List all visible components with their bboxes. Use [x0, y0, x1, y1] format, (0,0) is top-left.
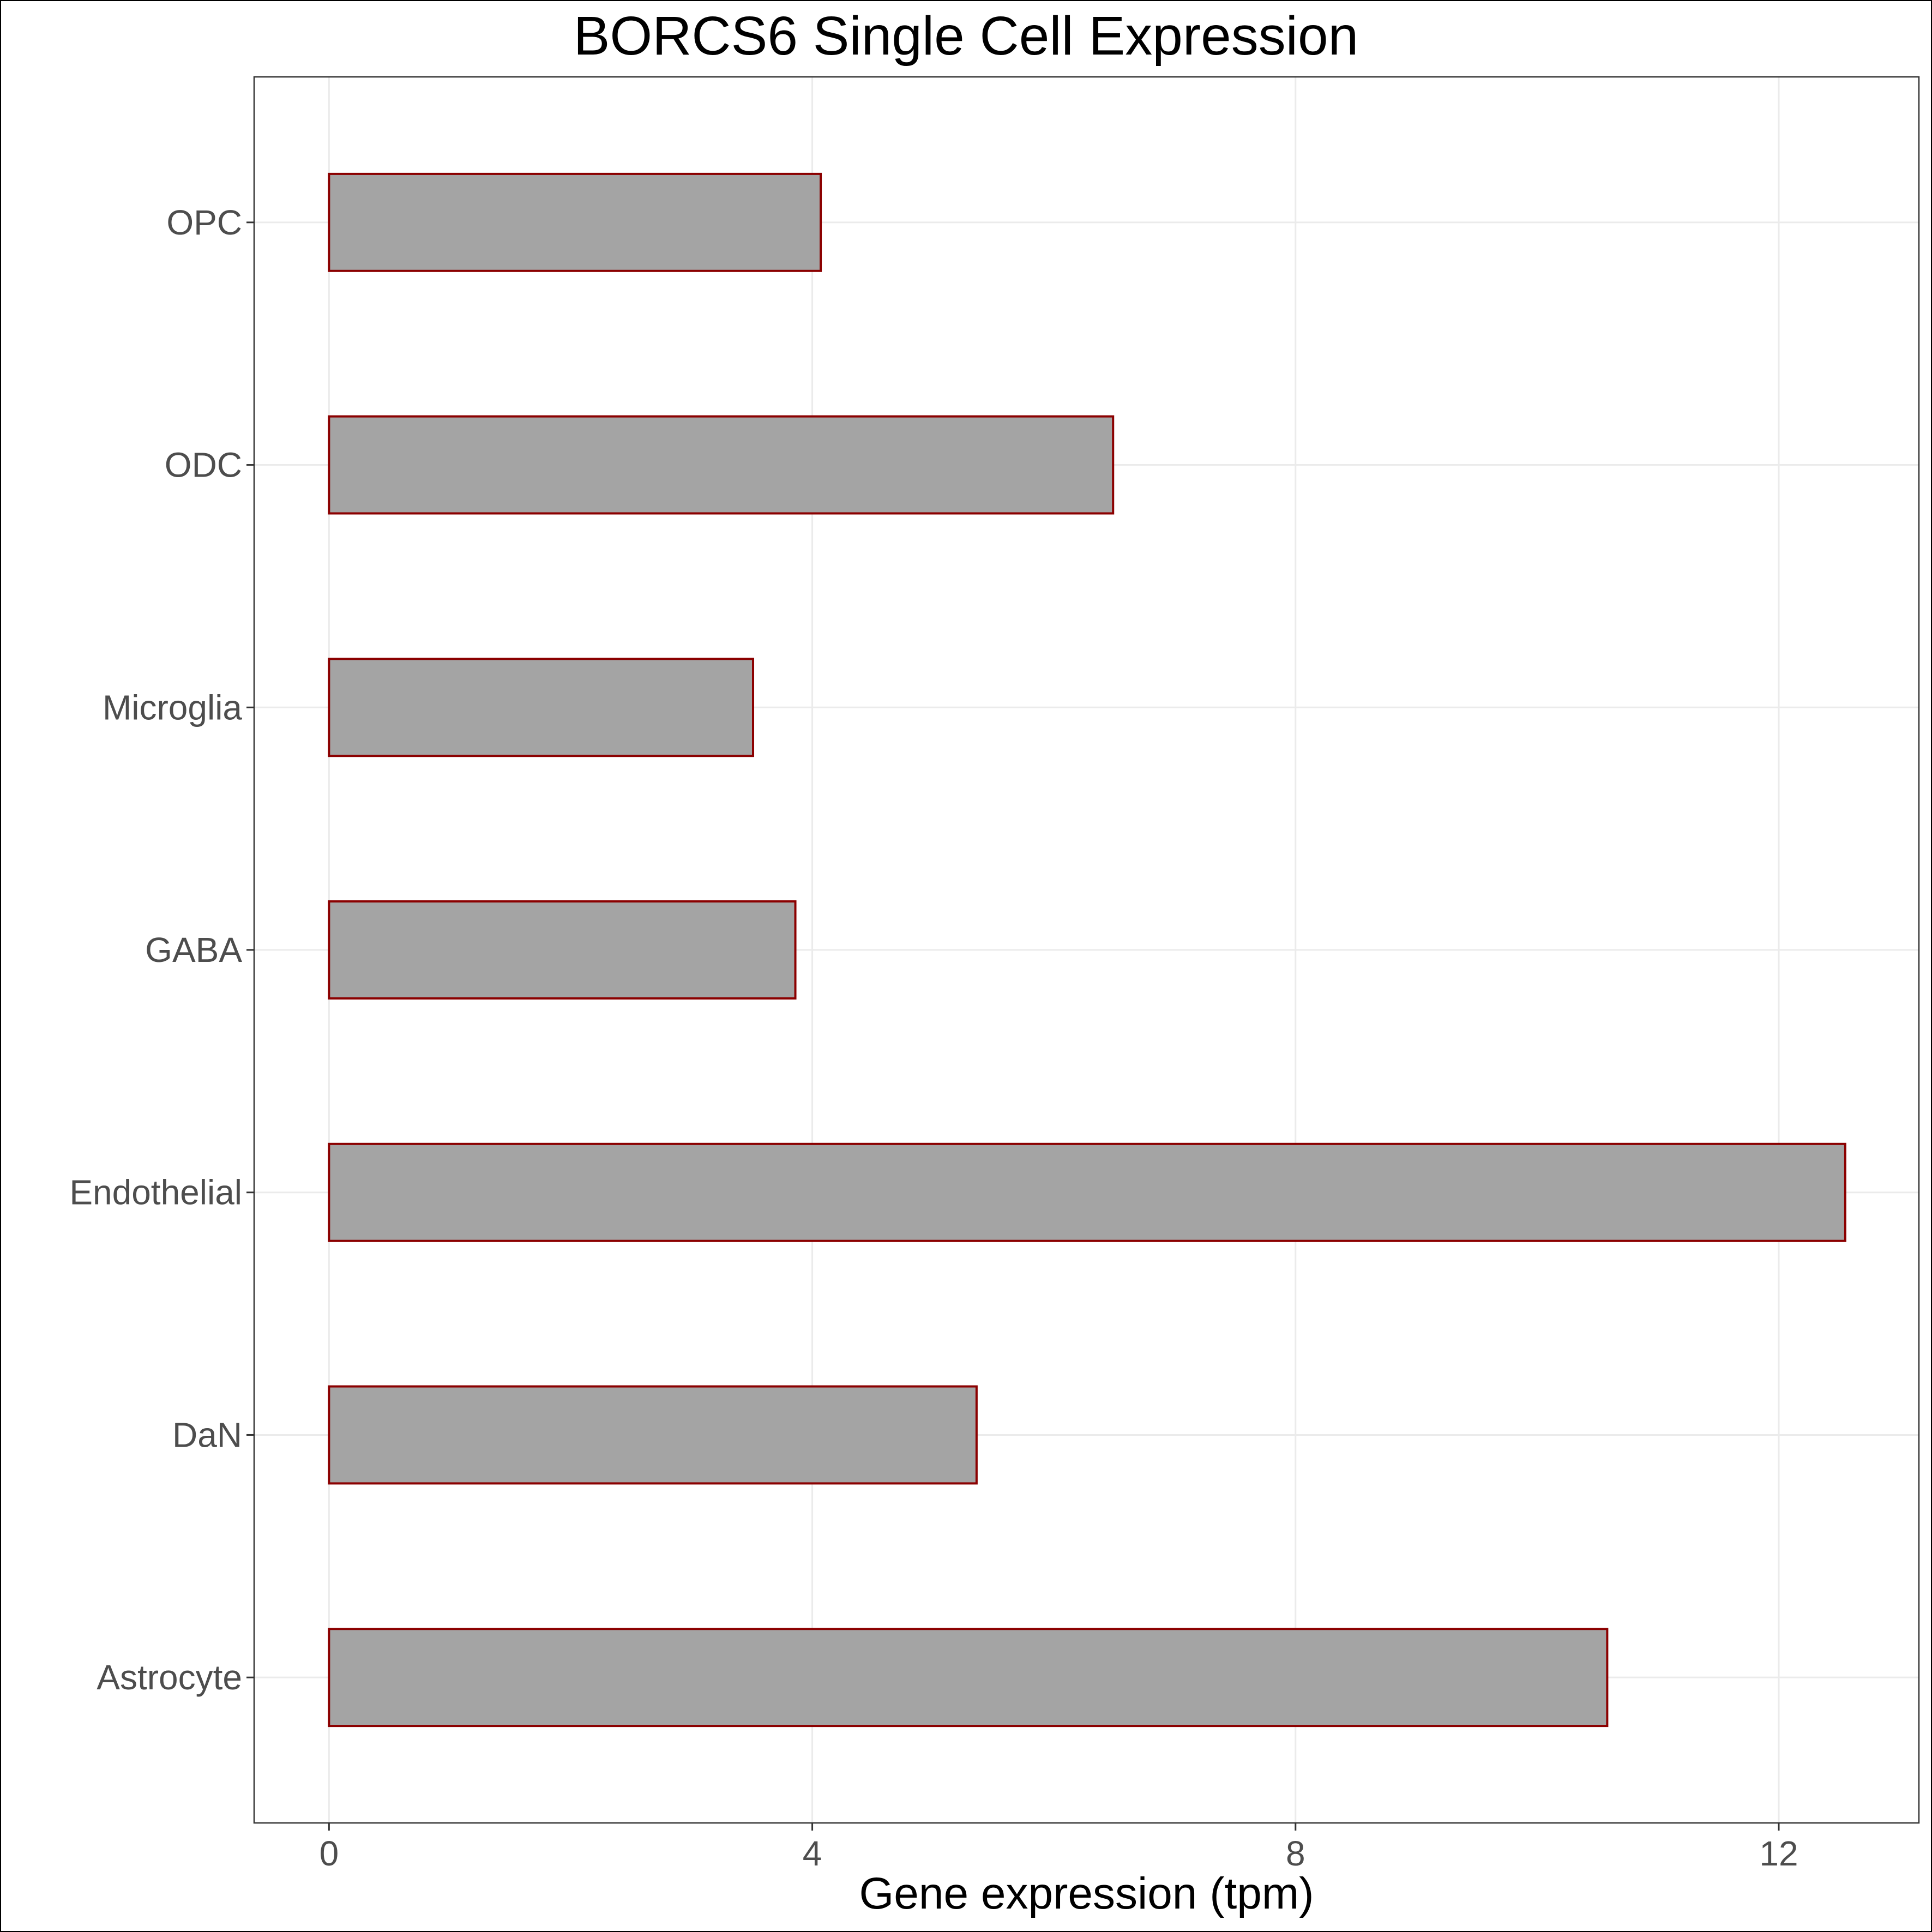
bar-dan — [328, 1385, 978, 1485]
y-tick-label-gaba: GABA — [145, 930, 242, 970]
bar-astrocyte — [328, 1628, 1609, 1728]
bar-microglia — [328, 658, 755, 757]
x-tick-label-4: 4 — [803, 1834, 822, 1873]
x-axis-title: Gene expression (tpm) — [859, 1869, 1314, 1918]
chart-title: BORCS6 Single Cell Expression — [573, 5, 1359, 67]
y-tick-label-odc: ODC — [165, 446, 242, 485]
x-tick-label-8: 8 — [1286, 1834, 1305, 1873]
y-tick-label-microglia: Microglia — [103, 688, 242, 727]
bar-gaba — [328, 900, 797, 1000]
x-tick-label-12: 12 — [1759, 1834, 1798, 1873]
bars — [328, 172, 1846, 1728]
y-tick-label-endothelial: Endothelial — [69, 1173, 242, 1212]
y-tick-label-dan: DaN — [172, 1415, 242, 1454]
y-tick-label-astrocyte: Astrocyte — [97, 1658, 242, 1697]
bar-endothelial — [328, 1142, 1846, 1242]
y-tick-label-opc: OPC — [166, 203, 242, 242]
x-axis-ticks: 0 4 8 12 — [320, 1823, 1798, 1873]
bar-opc — [328, 172, 822, 272]
bar-odc — [328, 415, 1115, 515]
x-tick-label-0: 0 — [320, 1834, 339, 1873]
y-axis-ticks: Astrocyte DaN Endothelial GABA Microglia ODC O… — [69, 203, 254, 1697]
